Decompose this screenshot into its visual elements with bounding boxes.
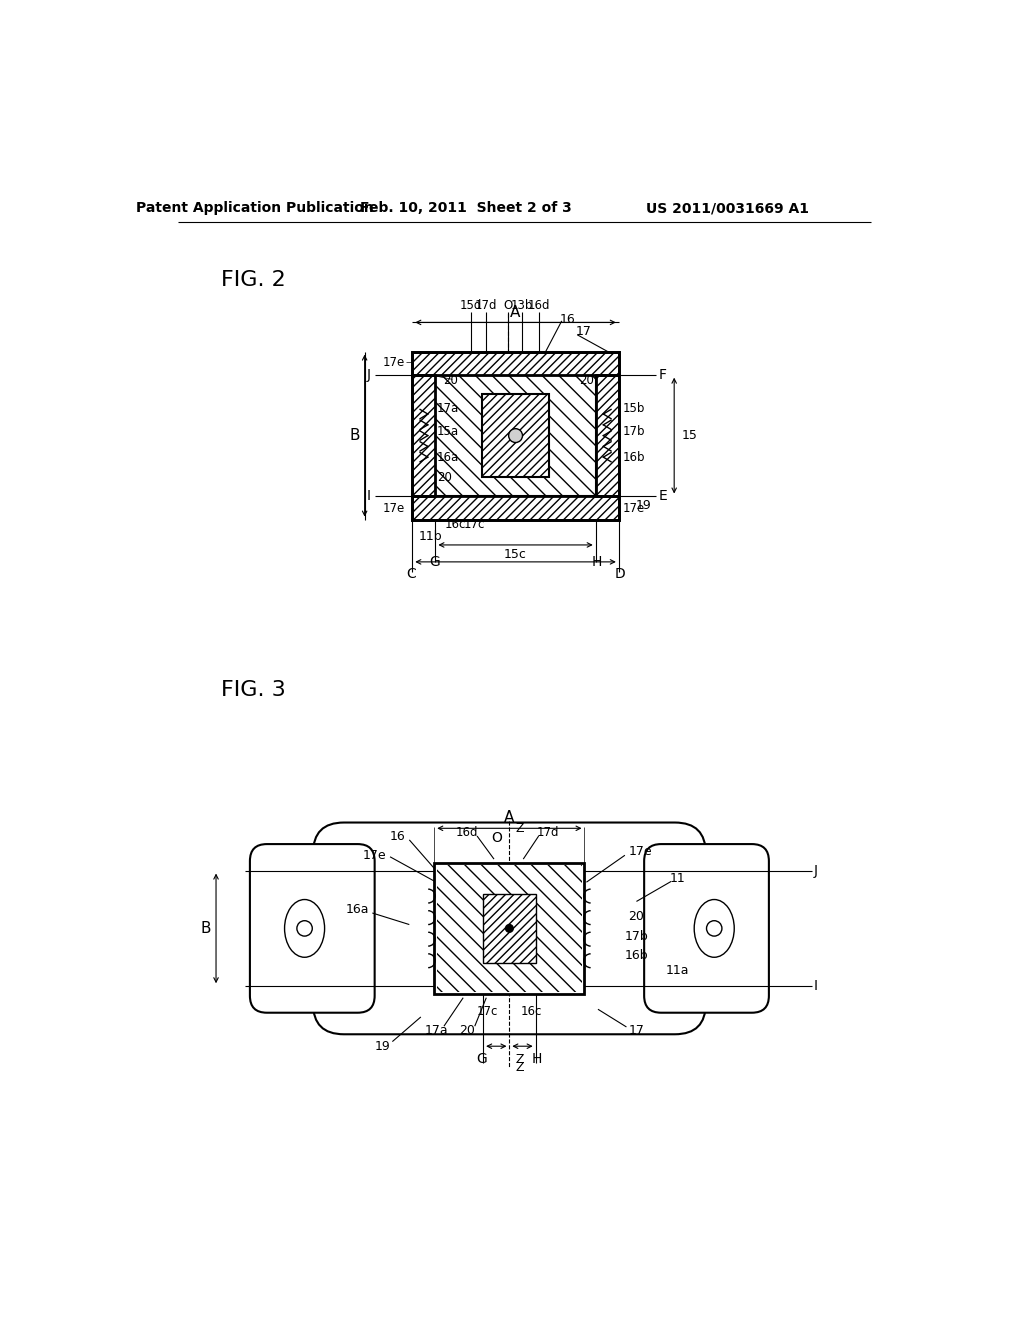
Text: B: B — [349, 428, 359, 444]
Text: 15a: 15a — [437, 425, 459, 438]
Text: 20: 20 — [580, 375, 594, 388]
Text: 15c: 15c — [504, 548, 527, 561]
Text: 11: 11 — [670, 871, 685, 884]
Text: 16b: 16b — [625, 949, 648, 962]
Bar — [413, 351, 618, 520]
Bar — [481, 395, 550, 478]
Text: 19: 19 — [636, 499, 651, 512]
Text: 15: 15 — [682, 429, 697, 442]
Text: 17e: 17e — [382, 356, 404, 370]
Text: 17c: 17c — [476, 1005, 498, 1018]
Text: Z: Z — [515, 1061, 524, 1074]
Circle shape — [297, 921, 312, 936]
Text: 17c: 17c — [463, 517, 484, 531]
Text: 16a: 16a — [345, 903, 369, 916]
Text: 17e: 17e — [382, 502, 404, 515]
Text: 17: 17 — [575, 325, 591, 338]
Text: 17d: 17d — [537, 825, 559, 838]
Text: F: F — [658, 368, 667, 381]
Text: 17d: 17d — [475, 298, 498, 312]
Bar — [413, 496, 618, 520]
Text: Z: Z — [515, 1053, 524, 1065]
Text: H: H — [591, 554, 601, 569]
Text: FIG. 2: FIG. 2 — [221, 271, 286, 290]
Text: 11b: 11b — [419, 529, 442, 543]
Text: US 2011/0031669 A1: US 2011/0031669 A1 — [646, 202, 809, 215]
Text: I: I — [367, 490, 371, 503]
Text: 16d: 16d — [527, 298, 550, 312]
Text: 17e: 17e — [362, 849, 386, 862]
Bar — [436, 866, 583, 991]
Text: E: E — [658, 490, 667, 503]
Text: Patent Application Publication: Patent Application Publication — [136, 202, 374, 215]
Text: 16c: 16c — [521, 1005, 543, 1018]
Text: J: J — [813, 863, 817, 878]
Text: 16a: 16a — [437, 450, 460, 463]
Text: 11a: 11a — [666, 964, 689, 977]
Bar — [413, 496, 618, 520]
Text: 16: 16 — [560, 313, 575, 326]
FancyBboxPatch shape — [644, 843, 769, 1012]
Bar — [596, 375, 618, 496]
Bar — [413, 375, 435, 496]
Circle shape — [707, 921, 722, 936]
Text: 17e: 17e — [623, 502, 645, 515]
Text: 17b: 17b — [625, 929, 648, 942]
Bar — [596, 375, 618, 496]
Circle shape — [506, 924, 513, 932]
Bar — [435, 375, 596, 496]
Text: I: I — [813, 979, 817, 993]
Text: O: O — [503, 298, 512, 312]
Text: 17a: 17a — [424, 1024, 449, 1038]
Text: 19: 19 — [375, 1040, 390, 1053]
Text: 16d: 16d — [456, 825, 478, 838]
Text: 20: 20 — [443, 375, 458, 388]
Text: A: A — [510, 305, 521, 319]
Text: 17: 17 — [629, 1024, 644, 1038]
Circle shape — [509, 429, 522, 442]
Text: 16c: 16c — [444, 517, 466, 531]
Text: 20: 20 — [437, 471, 452, 484]
Text: 20: 20 — [459, 1024, 475, 1038]
Text: 16b: 16b — [623, 450, 645, 463]
Bar — [483, 894, 536, 964]
Bar — [413, 351, 618, 375]
Text: O: O — [492, 832, 503, 845]
Text: 16: 16 — [390, 829, 406, 842]
Text: 13b: 13b — [511, 298, 532, 312]
Text: D: D — [614, 568, 625, 581]
Text: 15d: 15d — [460, 298, 482, 312]
Text: G: G — [429, 554, 440, 569]
Text: A: A — [504, 810, 515, 825]
FancyBboxPatch shape — [250, 843, 375, 1012]
Bar — [434, 863, 585, 994]
Bar — [413, 375, 435, 496]
Text: Z: Z — [515, 822, 524, 834]
FancyBboxPatch shape — [313, 822, 706, 1035]
Text: J: J — [367, 368, 371, 381]
Bar — [413, 351, 618, 375]
Text: 20: 20 — [629, 911, 644, 924]
Text: B: B — [201, 921, 211, 936]
Text: 17e: 17e — [629, 845, 652, 858]
Text: G: G — [476, 1052, 487, 1065]
Text: H: H — [531, 1052, 543, 1065]
Ellipse shape — [694, 899, 734, 957]
Text: Feb. 10, 2011  Sheet 2 of 3: Feb. 10, 2011 Sheet 2 of 3 — [359, 202, 571, 215]
Text: C: C — [407, 568, 417, 581]
Ellipse shape — [285, 899, 325, 957]
Text: FIG. 3: FIG. 3 — [221, 680, 286, 700]
Text: 17b: 17b — [623, 425, 645, 438]
Text: 15b: 15b — [623, 403, 645, 416]
Text: 17a: 17a — [437, 403, 460, 416]
